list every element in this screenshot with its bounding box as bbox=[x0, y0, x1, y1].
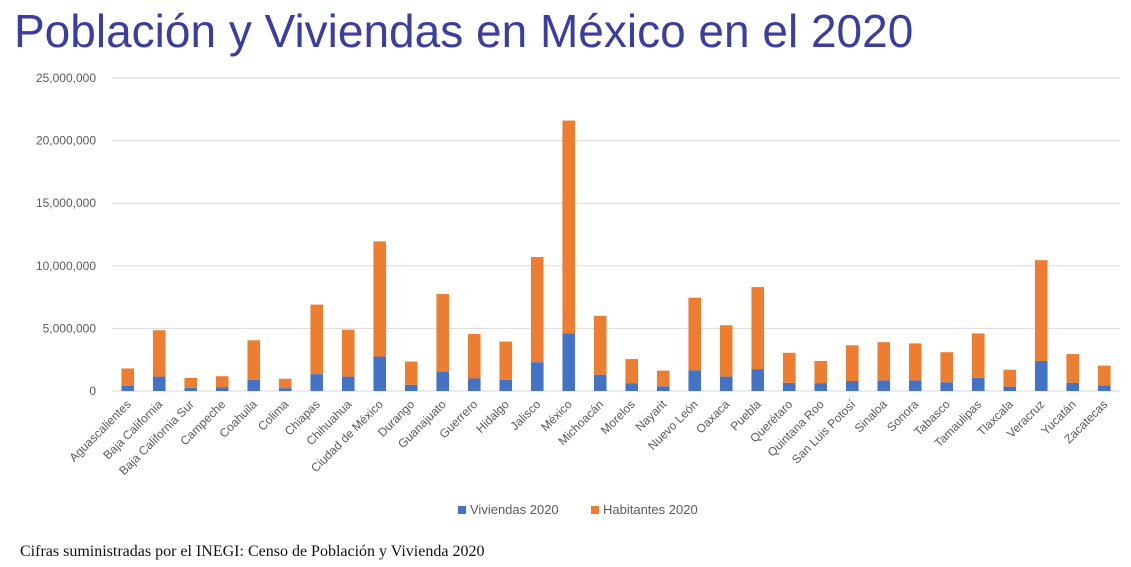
bar-segment bbox=[751, 287, 765, 370]
bar-segment bbox=[1066, 354, 1080, 383]
bar-segment bbox=[1097, 365, 1111, 386]
legend-swatch bbox=[591, 506, 599, 514]
y-tick-label: 5,000,000 bbox=[43, 321, 97, 335]
bar-segment bbox=[1003, 386, 1017, 391]
bar-segment bbox=[467, 334, 481, 379]
chart-legend: Viviendas 2020 Habitantes 2020 bbox=[458, 502, 698, 517]
bar-segment bbox=[908, 343, 922, 381]
x-tick-label: Oaxaca bbox=[693, 397, 732, 436]
bar-segment bbox=[310, 304, 324, 375]
y-tick-label: 20,000,000 bbox=[36, 134, 96, 148]
bar-segment bbox=[971, 333, 985, 378]
source-caption: Cifras suministradas por el INEGI: Censo… bbox=[20, 543, 485, 560]
stacked-bar-chart: 0 5,000,000 10,000,000 15,000,000 20,000,000… bbox=[36, 71, 1120, 517]
chart-container: 0 5,000,000 10,000,000 15,000,000 20,000,000… bbox=[0, 62, 1131, 537]
bar-segment bbox=[845, 380, 859, 391]
bar-segment bbox=[499, 379, 513, 391]
bar-segment bbox=[845, 345, 859, 381]
bar-segment bbox=[625, 383, 639, 391]
bar-segment bbox=[530, 362, 544, 391]
bar-segment bbox=[814, 360, 828, 384]
bar-segment bbox=[310, 374, 324, 391]
legend-swatch bbox=[458, 506, 466, 514]
y-tick-label: 25,000,000 bbox=[36, 71, 96, 85]
bar-segment bbox=[814, 383, 828, 391]
bar-segment bbox=[467, 378, 481, 391]
bar-segment bbox=[184, 377, 198, 388]
bar-segment bbox=[373, 356, 387, 391]
bar-segment bbox=[877, 342, 891, 381]
bar-segment bbox=[215, 376, 229, 388]
bar-segment bbox=[121, 368, 135, 386]
bar-segment bbox=[1003, 369, 1017, 387]
legend-label: Viviendas 2020 bbox=[470, 502, 559, 517]
bar-segment bbox=[247, 340, 261, 380]
y-tick-label: 0 bbox=[89, 384, 96, 398]
bar-segment bbox=[341, 329, 355, 377]
bar-segment bbox=[341, 376, 355, 391]
bar-segment bbox=[121, 385, 135, 391]
bar-segment bbox=[751, 369, 765, 391]
page-title: Población y Viviendas en México en el 20… bbox=[14, 5, 914, 57]
bar-segment bbox=[877, 380, 891, 391]
bar-segment bbox=[688, 370, 702, 391]
bar-segment bbox=[278, 388, 292, 391]
bar-segment bbox=[593, 315, 607, 375]
x-tick-label: Jalisco bbox=[508, 397, 544, 433]
y-tick-label: 15,000,000 bbox=[36, 196, 96, 210]
bar-segment bbox=[184, 387, 198, 391]
bar-segment bbox=[530, 257, 544, 363]
bar-segment bbox=[1097, 385, 1111, 391]
bar-segment bbox=[247, 379, 261, 391]
bar-segment bbox=[436, 293, 450, 372]
bar-segment bbox=[625, 359, 639, 384]
bar-segment bbox=[373, 241, 387, 357]
bar-segment bbox=[152, 376, 166, 391]
bar-segment bbox=[593, 374, 607, 391]
bar-segment bbox=[719, 376, 733, 391]
bar-segment bbox=[499, 341, 513, 380]
bar-segment bbox=[436, 371, 450, 391]
bar-segment bbox=[688, 297, 702, 371]
bar-segment bbox=[562, 333, 576, 391]
bar-segment bbox=[940, 352, 954, 383]
bar-segment bbox=[782, 382, 796, 391]
bar-segment bbox=[404, 361, 418, 385]
bar-segment bbox=[940, 382, 954, 391]
bar-segment bbox=[656, 386, 670, 391]
y-tick-label: 10,000,000 bbox=[36, 259, 96, 273]
legend-label: Habitantes 2020 bbox=[603, 502, 698, 517]
bar-segment bbox=[908, 380, 922, 391]
bar-segment bbox=[278, 378, 292, 389]
x-tick-label: Hidalgo bbox=[473, 397, 512, 436]
bar-segment bbox=[1034, 260, 1048, 361]
x-tick-label: Sinaloa bbox=[852, 397, 890, 435]
bar-segment bbox=[782, 352, 796, 383]
bar-segment bbox=[215, 387, 229, 391]
bar-segment bbox=[719, 325, 733, 377]
bar-segment bbox=[404, 384, 418, 391]
bar-segment bbox=[1066, 382, 1080, 391]
x-tick-label: Morelos bbox=[598, 397, 638, 437]
bar-segment bbox=[152, 330, 166, 377]
bar-segment bbox=[971, 377, 985, 391]
bar-segment bbox=[562, 120, 576, 334]
bar-segment bbox=[1034, 360, 1048, 391]
bar-segment bbox=[656, 370, 670, 387]
